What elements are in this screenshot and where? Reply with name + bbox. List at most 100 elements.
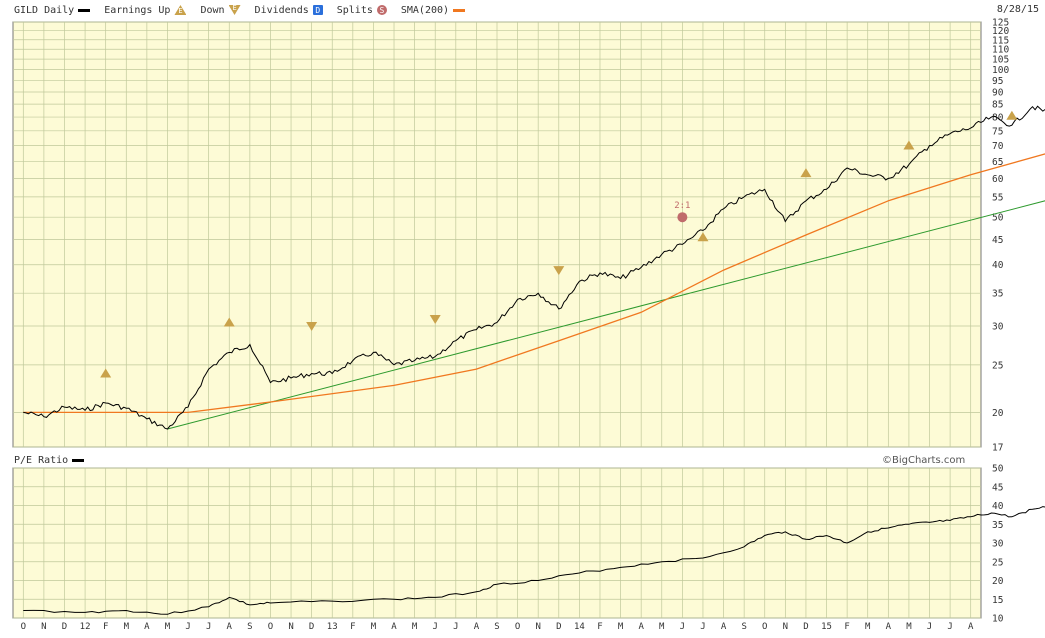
x-tick-label: S (741, 622, 746, 632)
price-y-tick: 70 (992, 141, 1004, 152)
price-y-tick: 25 (992, 360, 1003, 371)
x-tick-label: A (638, 622, 644, 632)
price-y-tick: 85 (992, 100, 1003, 111)
pe-y-tick: 35 (992, 520, 1003, 531)
x-tick-label: D (556, 622, 561, 632)
pe-line-swatch (72, 459, 84, 462)
legend-dividends: Dividends D (255, 5, 323, 16)
price-y-tick: 55 (992, 192, 1003, 203)
legend-earnings: Earnings Up E (104, 5, 186, 16)
price-y-tick: 100 (992, 65, 1009, 76)
x-tick-label: O (515, 622, 520, 632)
price-y-tick: 20 (992, 408, 1004, 419)
price-y-tick: 35 (992, 289, 1003, 300)
price-y-tick: 95 (992, 76, 1003, 87)
x-tick-label: N (783, 622, 788, 632)
x-tick-label: M (618, 622, 624, 632)
pe-y-tick: 20 (992, 576, 1004, 587)
x-tick-label: M (371, 622, 377, 632)
chart-date: 8/28/15 (997, 4, 1039, 15)
x-tick-label: N (288, 622, 293, 632)
pe-y-tick: 15 (992, 595, 1003, 606)
x-tick-label: D (803, 622, 808, 632)
x-tick-label: F (350, 622, 355, 632)
x-tick-label: 14 (574, 622, 585, 632)
sma-label: SMA(200) (401, 5, 449, 16)
x-tick-label: O (762, 622, 767, 632)
pe-y-tick: 50 (992, 464, 1004, 475)
x-tick-label: 15 (821, 622, 832, 632)
sma-line-swatch (453, 9, 465, 12)
price-y-tick: 60 (992, 174, 1004, 185)
pe-y-tick: 40 (992, 501, 1004, 512)
price-y-tick: 40 (992, 260, 1004, 271)
x-tick-label: A (886, 622, 892, 632)
earnings-up-icon: E (174, 5, 186, 15)
price-y-tick: 110 (992, 45, 1009, 56)
pe-y-tick: 30 (992, 539, 1004, 550)
price-line-swatch (78, 9, 90, 12)
x-tick-label: A (474, 622, 480, 632)
pe-y-tick: 10 (992, 614, 1004, 625)
price-y-tick: 90 (992, 87, 1004, 98)
price-y-tick: 105 (992, 55, 1009, 66)
pe-title: P/E Ratio (14, 455, 68, 466)
x-tick-label: N (41, 622, 46, 632)
split-icon: S (377, 5, 387, 15)
split-ratio-label: 2:1 (674, 201, 690, 211)
x-tick-label: O (21, 622, 26, 632)
x-tick-label: J (453, 622, 458, 632)
legend-bar: GILD Daily Earnings Up E Down E Dividend… (0, 0, 1045, 20)
legend-splits: Splits S (337, 5, 387, 16)
pe-legend: P/E Ratio (14, 455, 84, 466)
x-tick-label: A (968, 622, 974, 632)
x-tick-label: S (247, 622, 252, 632)
x-tick-label: D (62, 622, 67, 632)
x-tick-label: M (412, 622, 418, 632)
x-tick-label: A (391, 622, 397, 632)
x-tick-label: N (535, 622, 540, 632)
x-tick-label: J (433, 622, 438, 632)
x-tick-label: J (700, 622, 705, 632)
x-tick-label: J (206, 622, 211, 632)
x-tick-label: A (144, 622, 150, 632)
legend-sma: SMA(200) (401, 5, 465, 16)
x-tick-label: M (865, 622, 871, 632)
x-tick-label: J (185, 622, 190, 632)
x-tick-label: A (721, 622, 727, 632)
dividends-label: Dividends (255, 5, 309, 16)
x-tick-label: M (906, 622, 912, 632)
x-tick-label: S (494, 622, 499, 632)
split-marker (677, 212, 687, 222)
price-y-tick: 30 (992, 322, 1004, 333)
x-tick-label: M (165, 622, 171, 632)
earnings-down-icon: E (229, 5, 241, 15)
x-tick-label: F (597, 622, 602, 632)
price-y-tick: 45 (992, 235, 1003, 246)
x-tick-label: F (844, 622, 849, 632)
splits-label: Splits (337, 5, 373, 16)
x-tick-label: 12 (80, 622, 91, 632)
pe-y-tick: 25 (992, 557, 1003, 568)
down-label: Down (200, 5, 224, 16)
dividend-icon: D (313, 5, 323, 15)
copyright: ©BigCharts.com (882, 455, 965, 466)
x-tick-label: J (680, 622, 685, 632)
x-tick-label: M (124, 622, 130, 632)
x-tick-label: O (268, 622, 273, 632)
x-tick-label: M (659, 622, 665, 632)
ticker-label: GILD Daily (14, 5, 74, 16)
x-tick-label: 13 (327, 622, 338, 632)
x-tick-label: D (309, 622, 314, 632)
x-tick-label: F (103, 622, 108, 632)
price-y-tick: 75 (992, 126, 1003, 137)
price-y-tick: 17 (992, 443, 1003, 454)
x-tick-label: J (947, 622, 952, 632)
earnings-label: Earnings Up (104, 5, 170, 16)
legend-down: Down E (200, 5, 240, 16)
x-tick-label: A (227, 622, 233, 632)
x-tick-label: J (927, 622, 932, 632)
pe-y-tick: 45 (992, 482, 1003, 493)
